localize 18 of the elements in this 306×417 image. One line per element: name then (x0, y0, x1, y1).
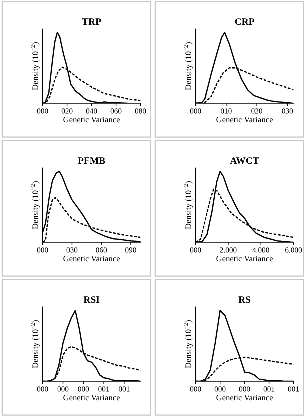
y-axis-title: Density (10$^{−2}$) (31, 182, 40, 230)
chart-title: RS (238, 296, 251, 304)
x-axis-title: Genetic Variance (64, 116, 120, 123)
chart-title: AWCT (230, 158, 260, 164)
y-axis-title: Density (10$^{−2}$) (184, 42, 193, 90)
y-axis-title: Density (10$^{−2}$) (184, 320, 193, 368)
y-axis-title: Density (10$^{−2}$) (31, 320, 40, 368)
chart-title: TRP (82, 18, 102, 26)
x-axis-title: Genetic Variance (64, 256, 120, 262)
x-axis-title: Genetic Variance (64, 394, 120, 401)
y-axis-title: Density (10$^{−2}$) (31, 42, 40, 90)
chart-title: RSI (84, 296, 100, 304)
y-axis-title: Density (10$^{−2}$) (184, 182, 193, 230)
x-axis-title: Genetic Variance (216, 394, 274, 401)
x-axis-title: Genetic Variance (216, 256, 274, 262)
chart-title: PFMB (78, 158, 106, 164)
chart-title: CRP (235, 18, 255, 26)
x-axis-title: Genetic Variance (216, 116, 274, 123)
